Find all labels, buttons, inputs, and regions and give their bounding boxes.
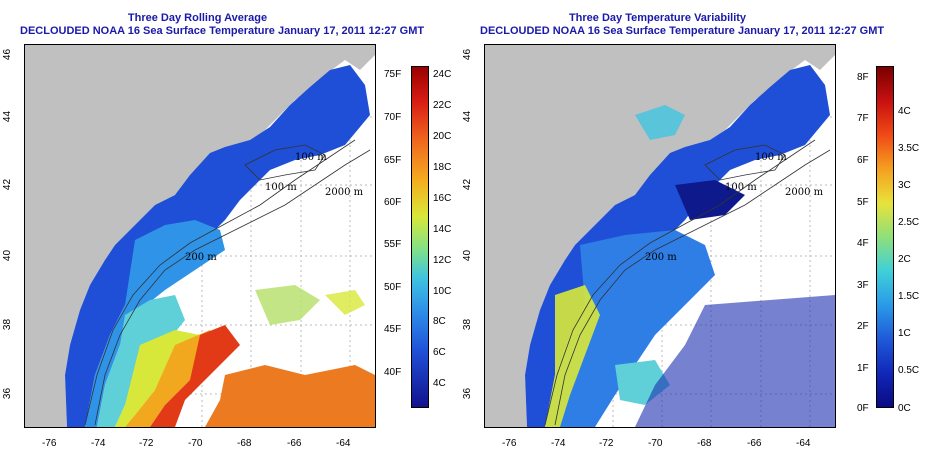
isobath-label-100m-b: 100 m — [265, 182, 297, 193]
left-cb-c-8: 8C — [433, 316, 446, 327]
right-xtick-68: -68 — [697, 438, 712, 449]
isobath-label-2000m: 2000 m — [325, 187, 364, 198]
right-title-line2: DECLOUDED NOAA 16 Sea Surface Temperatur… — [480, 25, 885, 37]
left-cb-f-45: 45F — [384, 324, 402, 335]
left-xtick-64: -64 — [336, 438, 351, 449]
right-cb-f-1: 1F — [857, 363, 869, 374]
right-cb-f-8: 8F — [857, 72, 869, 83]
right-ytick-40: 40 — [462, 249, 474, 262]
right-cb-c-3: 3C — [898, 180, 911, 191]
right-cb-c-0-5: 0.5C — [898, 365, 920, 376]
left-cb-f-50: 50F — [384, 282, 402, 293]
r-isobath-label-2000m: 2000 m — [785, 187, 824, 198]
left-title-line1: Three Day Rolling Average — [127, 12, 268, 24]
left-cb-f-60: 60F — [384, 197, 402, 208]
right-ytick-36: 36 — [462, 387, 474, 400]
left-cb-c-24: 24C — [433, 69, 452, 80]
left-cb-c-22: 22C — [433, 100, 452, 111]
right-cb-c-1: 1C — [898, 328, 911, 339]
left-xtick-66: -66 — [287, 438, 302, 449]
left-cb-f-65: 65F — [384, 155, 402, 166]
isobath-label-200m: 200 m — [185, 252, 217, 263]
left-cb-c-12: 12C — [433, 255, 452, 266]
left-ytick-42: 42 — [2, 178, 14, 191]
right-xtick-74: -74 — [551, 438, 566, 449]
left-ytick-46: 46 — [2, 48, 14, 61]
right-cb-f-0: 0F — [857, 403, 869, 414]
right-ytick-46: 46 — [462, 48, 474, 61]
left-ytick-40: 40 — [2, 249, 14, 262]
right-cb-f-6: 6F — [857, 155, 869, 166]
left-colorbar — [411, 66, 429, 408]
right-colorbar — [876, 66, 894, 408]
right-cb-c-2-5: 2.5C — [898, 217, 920, 228]
right-map: 100 m 2000 m 100 m 200 m — [484, 44, 836, 428]
right-xtick-72: -72 — [599, 438, 614, 449]
r-isobath-label-100m: 100 m — [755, 152, 787, 163]
left-xtick-76: -76 — [42, 438, 57, 449]
right-cb-f-5: 5F — [857, 197, 869, 208]
right-cb-c-4: 4C — [898, 106, 911, 117]
right-xtick-66: -66 — [747, 438, 762, 449]
left-cb-c-4: 4C — [433, 378, 446, 389]
right-cb-f-4: 4F — [857, 238, 869, 249]
left-cb-f-70: 70F — [384, 112, 402, 123]
left-ytick-44: 44 — [2, 110, 14, 123]
left-cb-c-10: 10C — [433, 286, 452, 297]
left-xtick-70: -70 — [188, 438, 203, 449]
right-cb-c-3-5: 3.5C — [898, 143, 920, 154]
left-title-line2: DECLOUDED NOAA 16 Sea Surface Temperatur… — [20, 25, 425, 37]
right-xtick-64: -64 — [796, 438, 811, 449]
left-cb-f-55: 55F — [384, 239, 402, 250]
left-cb-c-18: 18C — [433, 162, 452, 173]
left-cb-c-16: 16C — [433, 193, 452, 204]
right-cb-f-2: 2F — [857, 321, 869, 332]
left-cb-f-75: 75F — [384, 69, 402, 80]
right-cb-f-3: 3F — [857, 280, 869, 291]
r-isobath-label-200m: 200 m — [645, 252, 677, 263]
left-cb-c-14: 14C — [433, 224, 452, 235]
left-xtick-68: -68 — [237, 438, 252, 449]
left-xtick-74: -74 — [91, 438, 106, 449]
left-ytick-36: 36 — [2, 387, 14, 400]
right-cb-f-7: 7F — [857, 113, 869, 124]
left-map: 100 m 2000 m 100 m 200 m — [24, 44, 376, 428]
right-cb-c-2: 2C — [898, 254, 911, 265]
left-cb-c-20: 20C — [433, 131, 452, 142]
left-cb-c-6: 6C — [433, 347, 446, 358]
right-xtick-70: -70 — [648, 438, 663, 449]
isobath-label-100m: 100 m — [295, 152, 327, 163]
right-ytick-38: 38 — [462, 318, 474, 331]
right-cb-c-0: 0C — [898, 403, 911, 414]
right-ytick-42: 42 — [462, 178, 474, 191]
left-xtick-72: -72 — [139, 438, 154, 449]
left-ytick-38: 38 — [2, 318, 14, 331]
right-xtick-76: -76 — [502, 438, 517, 449]
right-ytick-44: 44 — [462, 110, 474, 123]
right-title-line1: Three Day Temperature Variability — [568, 12, 747, 24]
r-isobath-label-100m-b: 100 m — [725, 182, 757, 193]
left-cb-f-40: 40F — [384, 367, 402, 378]
right-cb-c-1-5: 1.5C — [898, 291, 920, 302]
